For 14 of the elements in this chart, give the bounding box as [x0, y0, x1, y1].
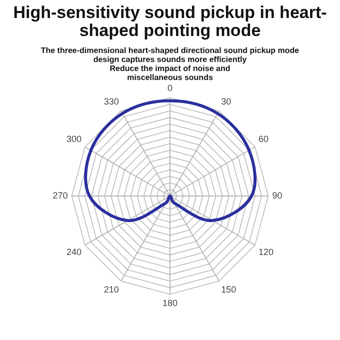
chart-subtitle: The three-dimensional heart-shaped directional sound pickup mode design captures sounds more efficiently Reduce the impact of noise and miscellaneous sounds [40, 46, 300, 82]
spoke-label: 30 [221, 96, 232, 107]
spoke-label: 300 [66, 134, 82, 144]
spoke-label: 270 [52, 190, 68, 200]
spoke-label: 330 [104, 96, 119, 107]
spoke-label: 210 [104, 284, 119, 294]
spoke-label: 90 [272, 190, 282, 200]
spoke-label: 180 [162, 298, 178, 308]
chart-title: High-sensitivity sound pickup in heart-shaped pointing mode [12, 3, 328, 40]
spoke-label: 0 [167, 82, 173, 93]
spoke-label: 120 [258, 246, 274, 257]
spoke-label: 240 [66, 246, 82, 257]
spoke-label: 150 [221, 284, 236, 294]
spoke-label: 60 [258, 134, 269, 144]
